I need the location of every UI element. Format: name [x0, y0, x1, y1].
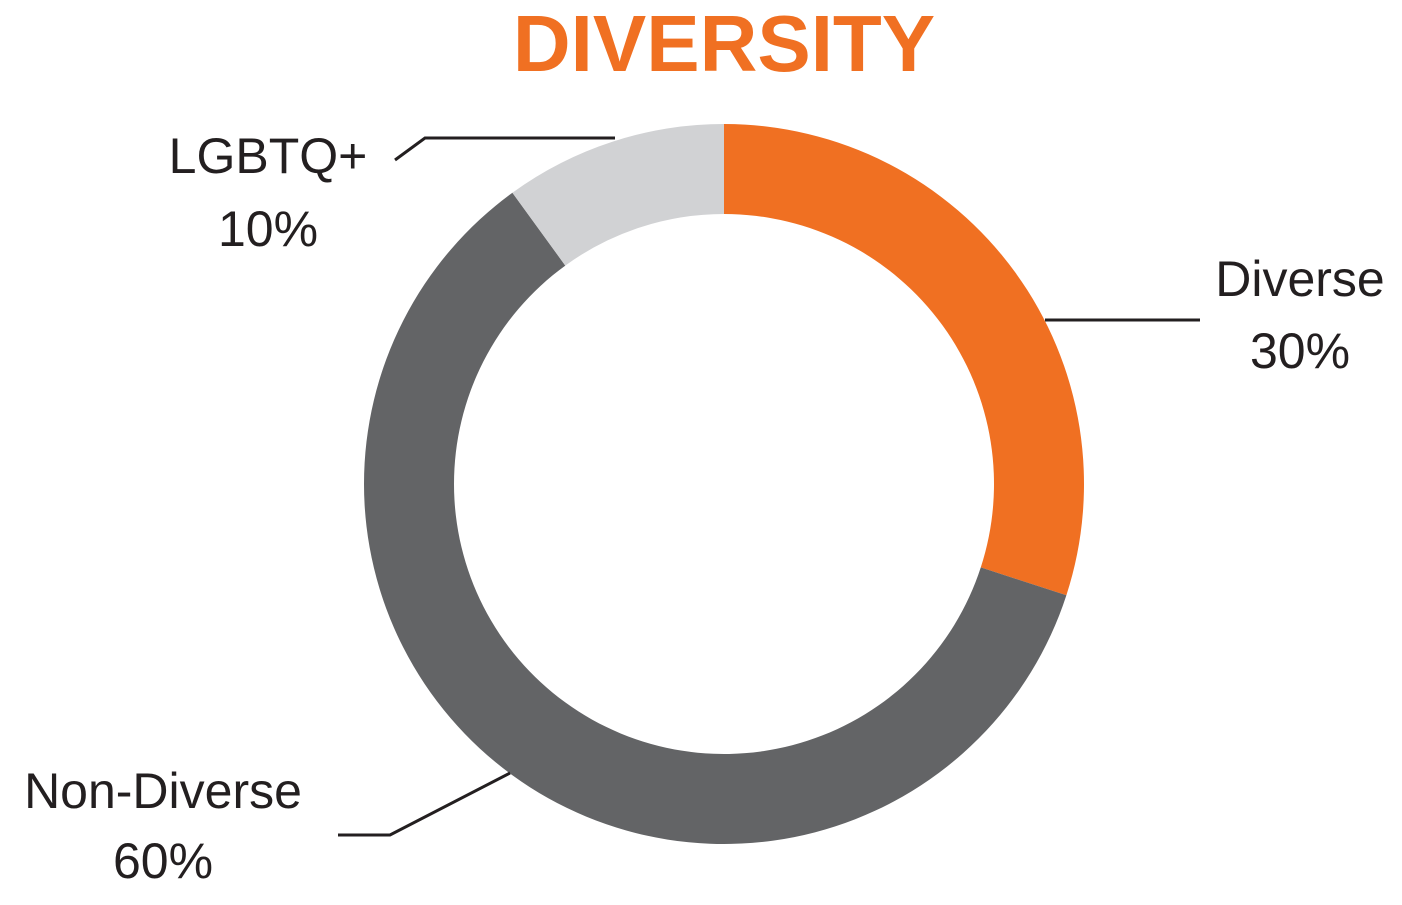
slice-value-label: 60% [113, 833, 213, 889]
chart-title: DIVERSITY [513, 0, 935, 88]
leader-line [394, 136, 615, 162]
leader-line [338, 771, 511, 837]
slice-label: LGBTQ+ [169, 128, 368, 184]
slice-value-label: 10% [218, 201, 318, 257]
slice-value-label: 30% [1250, 323, 1350, 379]
donut-slice [512, 124, 724, 266]
slice-label: Non-Diverse [24, 763, 302, 819]
donut-slice [724, 124, 1084, 596]
slice-label: Diverse [1215, 251, 1384, 307]
